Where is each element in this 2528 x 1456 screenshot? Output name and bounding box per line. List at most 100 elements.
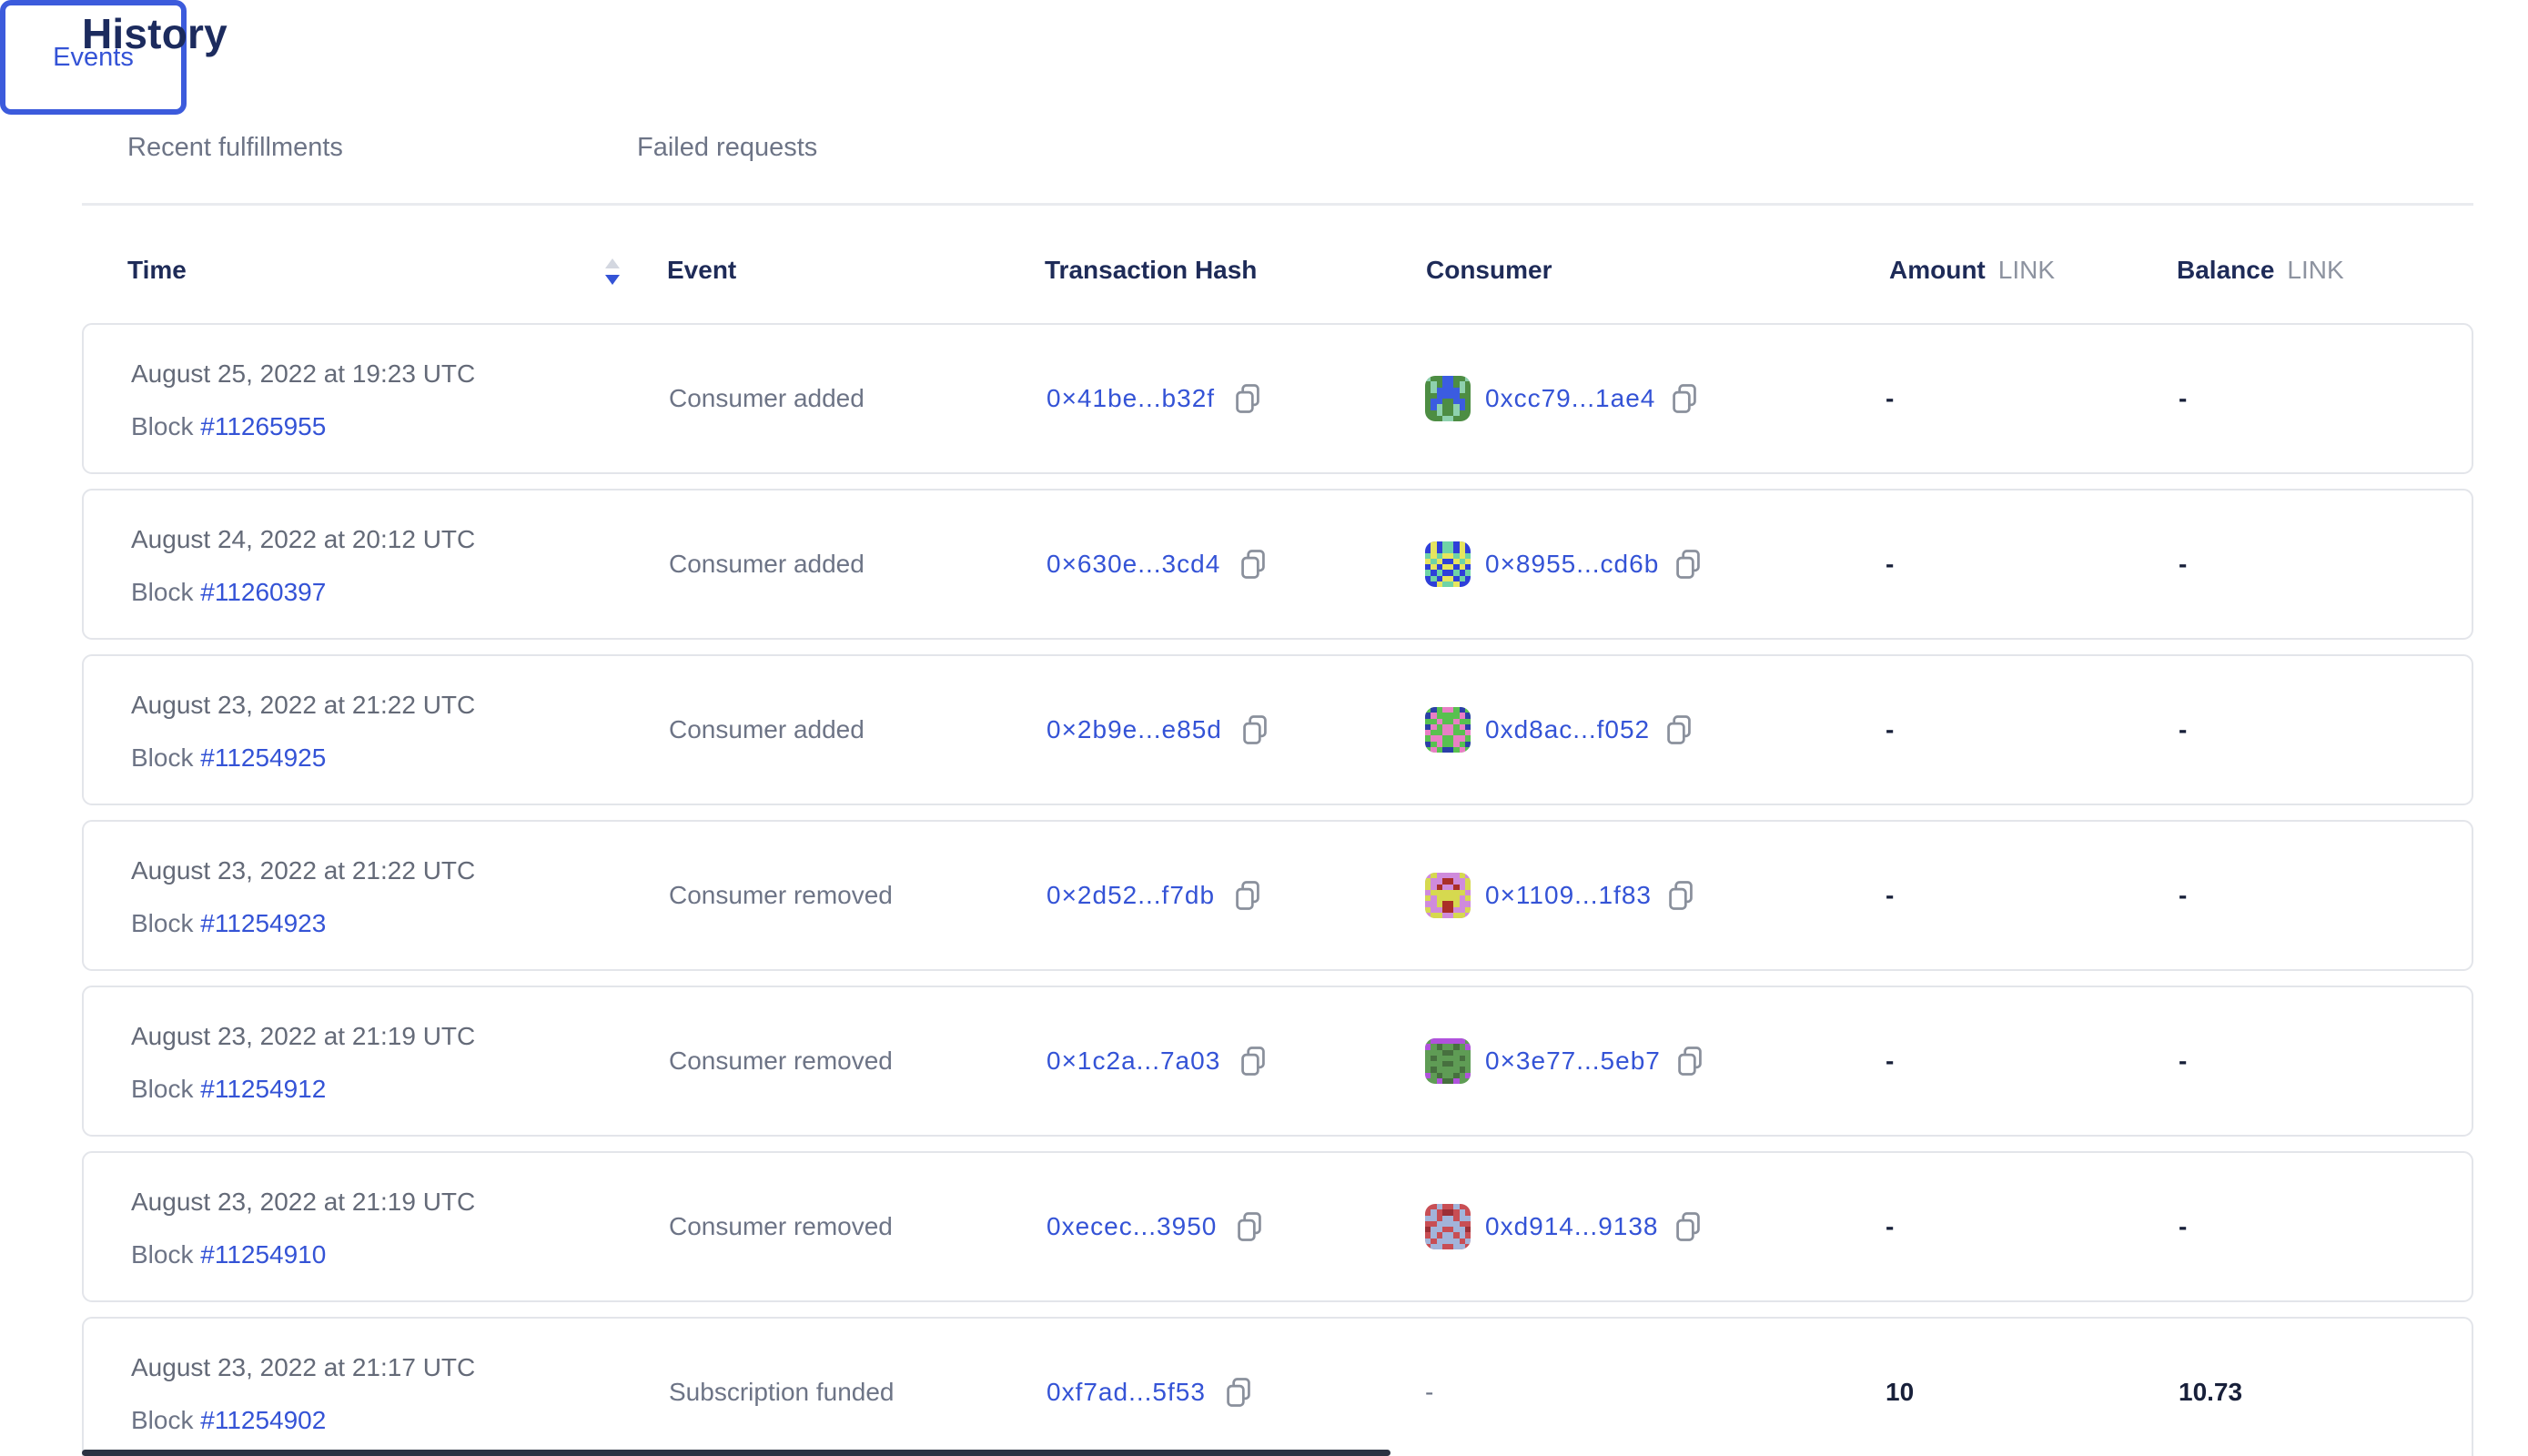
consumer-identicon — [1425, 1038, 1471, 1084]
tab-events[interactable]: Events — [0, 0, 187, 115]
transaction-hash-cell: 0xecec...3950 — [1047, 1210, 1264, 1243]
copy-icon[interactable] — [1235, 1210, 1264, 1243]
transaction-hash-link[interactable]: 0×2b9e...e85d — [1047, 715, 1222, 743]
consumer-empty-dash: - — [1425, 1378, 1434, 1406]
balance-value: - — [2179, 881, 2188, 909]
consumer-cell: 0xd914...9138 — [1425, 1204, 1703, 1249]
copy-icon[interactable] — [1666, 879, 1695, 912]
amount-value: - — [1886, 1212, 1895, 1240]
event-row: August 24, 2022 at 20:12 UTC Block #1126… — [82, 489, 2473, 640]
balance-value: 10.73 — [2179, 1378, 2243, 1406]
time-cell: August 23, 2022 at 21:19 UTC Block #1125… — [131, 1188, 475, 1269]
consumer-address-link[interactable]: 0xd914...9138 — [1485, 1212, 1659, 1240]
transaction-hash-link[interactable]: 0×2d52...f7db — [1047, 881, 1216, 909]
time-cell: August 23, 2022 at 21:22 UTC Block #1125… — [131, 691, 475, 773]
event-timestamp: August 25, 2022 at 19:23 UTC — [131, 359, 476, 388]
amount-value: 10 — [1886, 1378, 1915, 1406]
transaction-hash-link[interactable]: 0xf7ad...5f53 — [1047, 1378, 1206, 1406]
amount-unit-label: LINK — [1997, 256, 2056, 284]
time-cell: August 24, 2022 at 20:12 UTC Block #1126… — [131, 525, 475, 607]
balance-unit-label: LINK — [2287, 256, 2344, 284]
block-label: Block — [131, 1240, 194, 1269]
copy-icon[interactable] — [1674, 548, 1703, 581]
balance-label: Balance — [2177, 256, 2275, 284]
column-header-balance: Balance LINK — [2177, 256, 2344, 285]
balance-value: - — [2179, 384, 2188, 412]
sort-descending-icon[interactable] — [604, 258, 621, 286]
balance-value: - — [2179, 1046, 2188, 1075]
copy-icon[interactable] — [1675, 1045, 1704, 1077]
time-cell: August 23, 2022 at 21:19 UTC Block #1125… — [131, 1022, 475, 1104]
transaction-hash-cell: 0×630e...3cd4 — [1047, 548, 1268, 581]
event-timestamp: August 23, 2022 at 21:17 UTC — [131, 1353, 476, 1381]
copy-icon[interactable] — [1239, 1045, 1268, 1077]
copy-icon[interactable] — [1240, 713, 1269, 746]
copy-icon[interactable] — [1233, 382, 1262, 415]
event-type: Consumer added — [669, 550, 865, 578]
consumer-identicon — [1425, 376, 1471, 421]
amount-value: - — [1886, 881, 1895, 909]
amount-value: - — [1886, 1046, 1895, 1075]
block-label: Block — [131, 578, 194, 606]
consumer-cell: 0×3e77...5eb7 — [1425, 1038, 1704, 1084]
transaction-hash-cell: 0×41be...b32f — [1047, 382, 1262, 415]
tab-recent-fulfillments[interactable]: Recent fulfillments — [127, 133, 343, 162]
tab-failed-requests[interactable]: Failed requests — [637, 133, 818, 162]
consumer-identicon — [1425, 541, 1471, 587]
time-cell: August 25, 2022 at 19:23 UTC Block #1126… — [131, 359, 475, 441]
copy-icon[interactable] — [1239, 548, 1268, 581]
event-row: August 23, 2022 at 21:22 UTC Block #1125… — [82, 820, 2473, 971]
horizontal-scrollbar[interactable] — [82, 1450, 1390, 1456]
transaction-hash-link[interactable]: 0xecec...3950 — [1047, 1212, 1218, 1240]
amount-value: - — [1886, 384, 1895, 412]
consumer-cell: 0×8955...cd6b — [1425, 541, 1703, 587]
consumer-address-link[interactable]: 0xd8ac...f052 — [1485, 715, 1651, 743]
block-line: Block #11254923 — [131, 909, 475, 938]
column-header-event: Event — [667, 256, 737, 284]
event-row: August 23, 2022 at 21:17 UTC Block #1125… — [82, 1317, 2473, 1456]
consumer-identicon — [1425, 1204, 1471, 1249]
copy-icon[interactable] — [1674, 1210, 1703, 1243]
consumer-address-link[interactable]: 0×1109...1f83 — [1485, 881, 1652, 909]
block-number-link[interactable]: #11265955 — [200, 412, 327, 440]
transaction-hash-cell: 0xf7ad...5f53 — [1047, 1376, 1253, 1409]
copy-icon[interactable] — [1670, 382, 1699, 415]
block-number-link[interactable]: #11254923 — [200, 909, 327, 937]
copy-icon[interactable] — [1224, 1376, 1253, 1409]
event-type: Consumer removed — [669, 1212, 893, 1240]
block-number-link[interactable]: #11254925 — [200, 743, 327, 772]
table-header: Time Event Transaction Hash Consumer Amo… — [0, 256, 2528, 292]
block-number-link[interactable]: #11254912 — [200, 1075, 327, 1103]
copy-icon[interactable] — [1664, 713, 1694, 746]
block-line: Block #11254912 — [131, 1075, 475, 1104]
column-header-transaction-hash: Transaction Hash — [1045, 256, 1258, 284]
amount-value: - — [1886, 550, 1895, 578]
consumer-address-link[interactable]: 0×8955...cd6b — [1485, 550, 1660, 578]
block-label: Block — [131, 412, 194, 440]
block-number-link[interactable]: #11254902 — [200, 1406, 327, 1434]
amount-value: - — [1886, 715, 1895, 743]
event-timestamp: August 23, 2022 at 21:19 UTC — [131, 1188, 476, 1216]
balance-value: - — [2179, 550, 2188, 578]
block-line: Block #11254902 — [131, 1406, 475, 1435]
block-number-link[interactable]: #11260397 — [200, 578, 327, 606]
transaction-hash-link[interactable]: 0×1c2a...7a03 — [1047, 1046, 1221, 1075]
consumer-identicon — [1425, 873, 1471, 918]
transaction-hash-cell: 0×1c2a...7a03 — [1047, 1045, 1268, 1077]
consumer-address-link[interactable]: 0×3e77...5eb7 — [1485, 1046, 1661, 1075]
events-table: August 25, 2022 at 19:23 UTC Block #1126… — [82, 323, 2473, 1456]
transaction-hash-link[interactable]: 0×630e...3cd4 — [1047, 550, 1221, 578]
event-row: August 23, 2022 at 21:22 UTC Block #1125… — [82, 654, 2473, 805]
transaction-hash-link[interactable]: 0×41be...b32f — [1047, 384, 1216, 412]
amount-label: Amount — [1889, 256, 1986, 284]
copy-icon[interactable] — [1233, 879, 1262, 912]
block-number-link[interactable]: #11254910 — [200, 1240, 327, 1269]
consumer-address-link[interactable]: 0xcc79...1ae4 — [1485, 384, 1656, 412]
transaction-hash-cell: 0×2b9e...e85d — [1047, 713, 1269, 746]
event-row: August 25, 2022 at 19:23 UTC Block #1126… — [82, 323, 2473, 474]
column-header-time[interactable]: Time — [127, 256, 187, 284]
event-timestamp: August 24, 2022 at 20:12 UTC — [131, 525, 476, 553]
event-timestamp: August 23, 2022 at 21:22 UTC — [131, 691, 476, 719]
event-type: Subscription funded — [669, 1378, 895, 1406]
event-type: Consumer removed — [669, 881, 893, 909]
